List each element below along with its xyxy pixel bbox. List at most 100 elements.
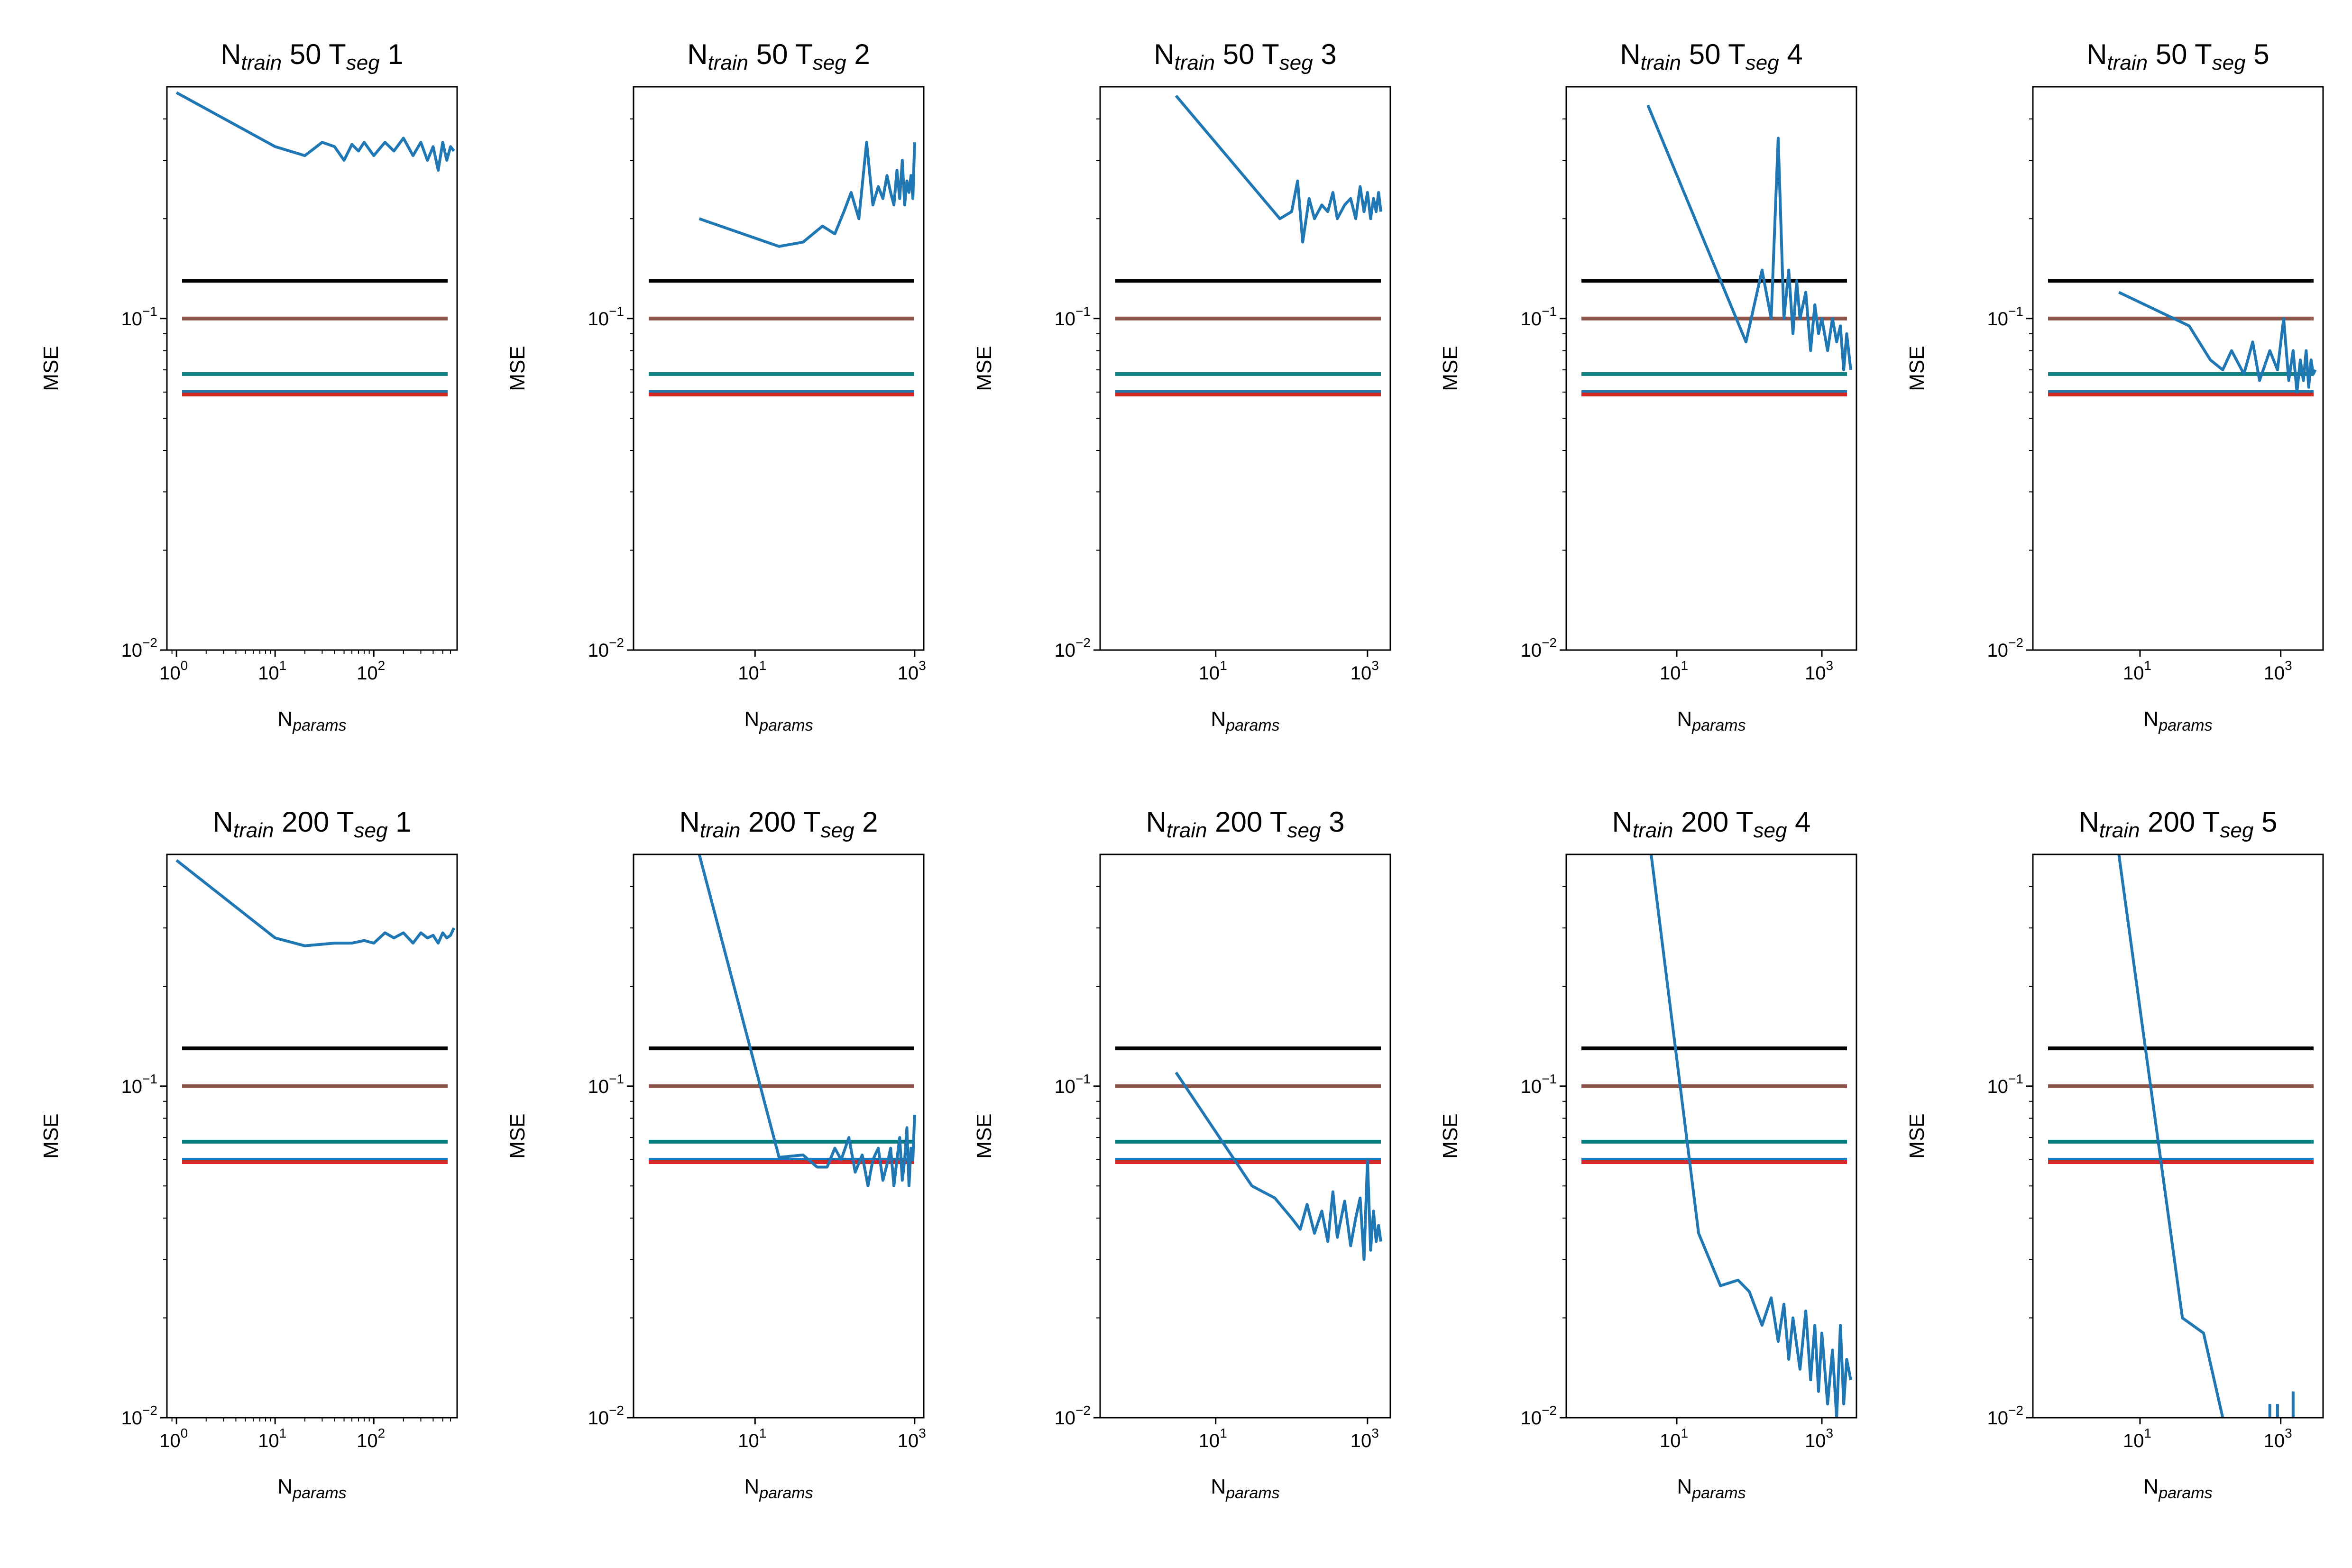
y-axis-label: MSE — [39, 1113, 63, 1158]
subplot-title: Ntrain 50 Tseg 1 — [220, 38, 404, 74]
y-tick-exponent: −1 — [142, 1072, 157, 1086]
title-n: N — [1612, 806, 1633, 838]
x-tick-base: 10 — [258, 663, 279, 684]
x-tick-base: 10 — [898, 663, 919, 684]
title-seg-value: 2 — [854, 806, 878, 838]
title-t-subscript: seg — [813, 51, 846, 74]
title-value-t: 50 T — [1681, 38, 1746, 70]
y-tick-base: 10 — [1055, 1076, 1076, 1097]
x-tick-exponent: 1 — [759, 1426, 767, 1440]
title-t-subscript: seg — [1287, 819, 1321, 842]
axes-frame — [1565, 86, 1857, 651]
x-tick-exponent: 3 — [919, 1426, 926, 1440]
subplot-title: Ntrain 200 Tseg 4 — [1612, 806, 1811, 842]
y-tick-base: 10 — [121, 1076, 143, 1097]
x-axis-label: Nparams — [1677, 1475, 1746, 1502]
title-t-subscript: seg — [2212, 51, 2246, 74]
y-tick-label: 10−1 — [588, 1072, 624, 1097]
x-label-subscript: params — [1225, 1484, 1279, 1502]
title-t-subscript: seg — [1279, 51, 1313, 74]
y-axis-label: MSE — [973, 346, 996, 391]
x-tick-base: 10 — [159, 1430, 181, 1451]
x-tick-base: 10 — [898, 1430, 919, 1451]
x-tick-label: 101 — [738, 1426, 766, 1451]
subplot-title: Ntrain 50 Tseg 3 — [1154, 38, 1337, 74]
title-n-subscript: train — [2107, 51, 2148, 74]
plot-area — [1115, 1046, 1382, 1261]
y-tick-label: 10−2 — [588, 1403, 624, 1429]
x-axis-label: Nparams — [2143, 707, 2212, 734]
x-axis-label: Nparams — [277, 707, 346, 734]
plot-area — [2048, 854, 2314, 1418]
x-tick-label: 101 — [2123, 1426, 2151, 1451]
series-line — [1175, 1072, 1382, 1261]
y-tick-base: 10 — [1987, 1076, 2009, 1097]
x-tick-exponent: 1 — [1220, 1426, 1227, 1440]
series-line — [1175, 94, 1382, 244]
axes-frame — [1099, 853, 1391, 1419]
title-n: N — [1154, 38, 1174, 70]
y-tick-label: 10−1 — [1987, 304, 2023, 330]
y-tick-base: 10 — [121, 1408, 143, 1429]
title-t-subscript: seg — [1746, 51, 1779, 74]
title-n: N — [213, 806, 233, 838]
x-tick-base: 10 — [1660, 1430, 1681, 1451]
y-tick-exponent: −2 — [1075, 635, 1091, 650]
x-label-subscript: params — [759, 716, 813, 734]
y-axis-label: MSE — [1439, 346, 1462, 391]
x-tick-exponent: 1 — [1681, 658, 1688, 673]
y-tick-exponent: −1 — [1542, 304, 1557, 319]
title-n-subscript: train — [2099, 819, 2140, 842]
title-value-t: 200 T — [274, 806, 354, 838]
x-tick-base: 10 — [1199, 663, 1220, 684]
title-n-subscript: train — [1175, 51, 1215, 74]
series-line — [175, 91, 455, 172]
title-n: N — [1146, 806, 1167, 838]
x-tick-label: 103 — [2264, 1426, 2292, 1451]
y-tick-base: 10 — [1987, 640, 2009, 661]
title-t-subscript: seg — [820, 819, 854, 842]
title-value-t: 50 T — [748, 38, 813, 70]
title-n: N — [1620, 38, 1640, 70]
axes-frame — [2032, 853, 2324, 1419]
y-tick-base: 10 — [588, 1076, 609, 1097]
x-label-subscript: params — [292, 716, 346, 734]
title-seg-value: 5 — [2253, 806, 2277, 838]
series-line — [2118, 291, 2317, 394]
x-tick-exponent: 3 — [2285, 1426, 2292, 1440]
x-tick-exponent: 3 — [1371, 1426, 1379, 1440]
y-tick-label: 10−1 — [1055, 1072, 1091, 1097]
x-tick-label: 101 — [258, 658, 286, 684]
x-label-subscript: params — [1225, 716, 1279, 734]
x-label-base: N — [1677, 1475, 1692, 1498]
x-label-base: N — [744, 1475, 759, 1498]
x-label-subscript: params — [292, 1484, 346, 1502]
title-value-t: 50 T — [1215, 38, 1279, 70]
x-tick-base: 10 — [2123, 1430, 2144, 1451]
y-tick-label: 10−2 — [1987, 1403, 2023, 1429]
x-tick-exponent: 1 — [1220, 658, 1227, 673]
y-tick-base: 10 — [1055, 309, 1076, 330]
x-tick-label: 103 — [1805, 658, 1833, 684]
x-label-base: N — [744, 707, 759, 731]
y-tick-base: 10 — [588, 1408, 609, 1429]
x-label-subscript: params — [1691, 716, 1746, 734]
subplot-title: Ntrain 200 Tseg 5 — [2079, 806, 2278, 842]
title-n-subscript: train — [1641, 51, 1681, 74]
x-label-base: N — [1211, 1475, 1226, 1498]
title-n: N — [680, 806, 700, 838]
plot-area — [649, 141, 916, 396]
x-tick-exponent: 3 — [919, 658, 926, 673]
y-tick-label: 10−2 — [1521, 1403, 1557, 1429]
x-tick-exponent: 3 — [1371, 658, 1379, 673]
y-tick-exponent: −1 — [142, 304, 157, 319]
series-line — [698, 141, 916, 248]
x-tick-label: 103 — [898, 658, 926, 684]
title-t-subscript: seg — [2220, 819, 2253, 842]
title-value-t: 50 T — [2148, 38, 2212, 70]
x-tick-base: 10 — [1199, 1430, 1220, 1451]
